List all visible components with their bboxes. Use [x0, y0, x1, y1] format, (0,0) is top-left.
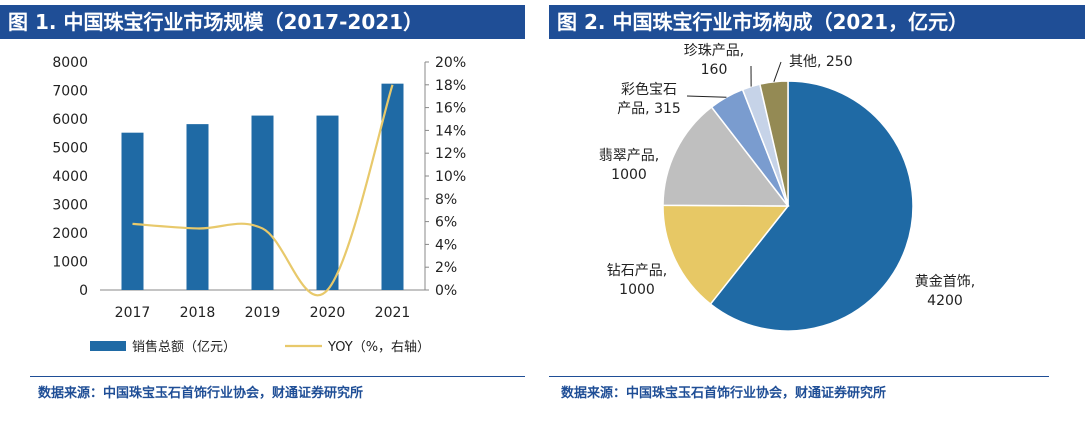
- market-size-title: 图 1. 中国珠宝行业市场规模（2017-2021）: [0, 5, 525, 39]
- x-tick-label: 2021: [375, 305, 411, 321]
- y-right-tick-label: 16%: [435, 101, 466, 117]
- bar-2019: [251, 115, 274, 290]
- y-left-tick-label: 3000: [52, 198, 88, 214]
- y-left-tick-label: 0: [79, 283, 88, 299]
- pie-leader-gem: [686, 95, 727, 98]
- x-tick-label: 2018: [180, 305, 216, 321]
- pie-label-jade: 翡翠产品,: [599, 148, 659, 164]
- market-composition-title: 图 2. 中国珠宝行业市场构成（2021，亿元）: [549, 5, 1085, 39]
- y-left-tick-label: 1000: [52, 255, 88, 271]
- pie-slice-diamond: [662, 204, 790, 306]
- y-right-tick-label: 14%: [435, 123, 466, 139]
- yoy-line: [132, 84, 394, 297]
- y-right-tick-label: 2%: [435, 260, 457, 276]
- y-left-tick-label: 2000: [52, 226, 88, 242]
- pie-label-jade: 1000: [611, 167, 647, 183]
- y-left-tick-label: 4000: [52, 169, 88, 185]
- pie-label-diamond: 钻石产品,: [607, 263, 667, 279]
- pie-label-pearl: 珍珠产品,: [684, 43, 744, 59]
- y-left-tick-label: 7000: [52, 84, 88, 100]
- legend-label-sales: 销售总额（亿元）: [132, 339, 236, 355]
- y-right-tick-label: 12%: [435, 146, 466, 162]
- left-source-note: 数据来源：中国珠宝玉石首饰行业协会，财通证券研究所: [38, 386, 364, 401]
- x-tick-label: 2017: [115, 305, 151, 321]
- pie-label-gold: 4200: [927, 293, 963, 309]
- pie-label-other: 其他, 250: [789, 54, 853, 70]
- pie-slice-gold: [709, 80, 914, 332]
- y-left-tick-label: 6000: [52, 112, 88, 128]
- bar-2018: [186, 124, 209, 290]
- right-divider: [549, 376, 1049, 377]
- bar-2020: [316, 115, 339, 290]
- legend-swatch-sales: [90, 341, 126, 351]
- x-tick-label: 2020: [310, 305, 346, 321]
- y-right-tick-label: 4%: [435, 237, 457, 253]
- y-right-tick-label: 18%: [435, 78, 466, 94]
- y-left-tick-label: 5000: [52, 141, 88, 157]
- y-right-tick-label: 20%: [435, 55, 466, 71]
- pie-label-gem: 彩色宝石: [621, 81, 677, 98]
- market-size-panel: 图 1. 中国珠宝行业市场规模（2017-2021） 0 1000 2000 3000…: [0, 0, 535, 424]
- bar-2017: [121, 132, 144, 290]
- y-left-tick-label: 8000: [52, 55, 88, 71]
- pie-label-gem: 产品, 315: [617, 101, 681, 117]
- pie-leader-other: [773, 61, 782, 82]
- pie-slice-jade: [662, 106, 790, 207]
- y-right-tick-label: 10%: [435, 169, 466, 185]
- left-divider: [30, 376, 525, 377]
- pie-label-pearl: 160: [701, 62, 728, 78]
- market-size-chart: 0 1000 2000 3000 4000 5000 6000 7000 8000 0% 2% 4% 6…: [52, 55, 466, 355]
- pie-label-diamond: 1000: [619, 282, 655, 298]
- y-right-tick-label: 6%: [435, 215, 457, 231]
- market-composition-panel: 图 2. 中国珠宝行业市场构成（2021，亿元） 黄金首饰, 4200 钻石产品, 1…: [549, 0, 1085, 424]
- y-right-tick-label: 0%: [435, 283, 457, 299]
- y-right-tick-label: 8%: [435, 192, 457, 208]
- right-source-note: 数据来源：中国珠宝玉石首饰行业协会，财通证券研究所: [561, 386, 887, 401]
- pie-label-gold: 黄金首饰,: [915, 273, 975, 290]
- legend-label-yoy: YOY（%，右轴）: [327, 340, 430, 355]
- x-tick-label: 2019: [245, 305, 281, 321]
- bar-2021: [381, 83, 404, 290]
